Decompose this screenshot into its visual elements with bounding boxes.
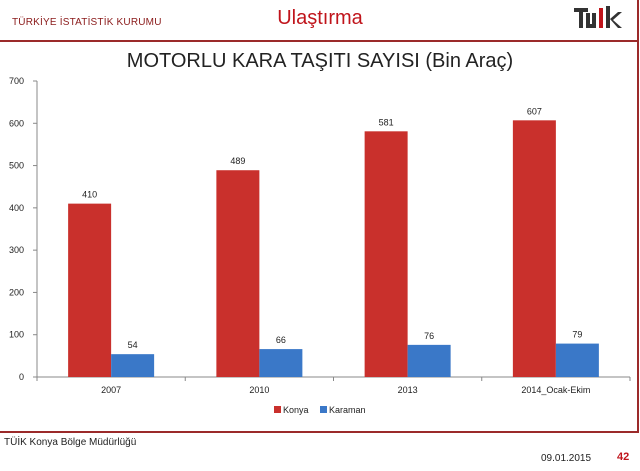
bar-karaman [407, 344, 451, 377]
bar-konya [68, 203, 112, 377]
x-tick-label: 2010 [249, 385, 269, 395]
bar-konya [216, 170, 260, 377]
x-tick-label: 2013 [398, 385, 418, 395]
bar-karaman [259, 349, 303, 377]
bar-konya [512, 120, 556, 377]
y-tick-label: 300 [9, 245, 24, 255]
data-label: 76 [424, 331, 434, 341]
tuik-logo-icon [574, 6, 622, 28]
y-tick-label: 0 [19, 372, 24, 382]
y-tick-label: 400 [9, 203, 24, 213]
data-label: 79 [572, 330, 582, 340]
org-name: TÜRKİYE İSTATİSTİK KURUMU [12, 17, 162, 28]
header-divider [0, 40, 637, 42]
y-tick-label: 100 [9, 330, 24, 340]
legend-label: Karaman [329, 405, 366, 415]
data-label: 66 [276, 335, 286, 345]
data-label: 54 [128, 340, 138, 350]
bar-karaman [111, 354, 155, 377]
data-label: 489 [230, 156, 245, 166]
footer-office: TÜİK Konya Bölge Müdürlüğü [4, 437, 137, 448]
data-label: 581 [379, 117, 394, 127]
bar-chart: 0 100 200 300 400 500 600 700 2007 410 54 2010 489 66… [9, 76, 631, 415]
data-label: 410 [82, 190, 97, 200]
tuik-logo [574, 5, 622, 38]
y-tick-label: 200 [9, 287, 24, 297]
legend-label: Konya [283, 405, 309, 415]
y-tick-label: 700 [9, 76, 24, 86]
x-tick-label: 2014_Ocak-Ekim [521, 385, 590, 395]
chart-title: MOTORLU KARA TAŞITI SAYISI (Bin Araç) [126, 50, 514, 72]
bar-karaman [555, 343, 599, 377]
legend-swatch-konya [274, 406, 281, 413]
data-label: 607 [527, 106, 542, 116]
y-tick-label: 600 [9, 118, 24, 128]
page-number: 42 [617, 451, 630, 463]
x-tick-label: 2007 [101, 385, 121, 395]
section-title: Ulaştırma [277, 7, 363, 29]
footer-date: 09.01.2015 [541, 453, 592, 464]
y-tick-label: 500 [9, 161, 24, 171]
right-border [637, 0, 639, 433]
legend-swatch-karaman [320, 406, 327, 413]
footer-divider [0, 431, 637, 433]
bar-konya [364, 131, 408, 377]
